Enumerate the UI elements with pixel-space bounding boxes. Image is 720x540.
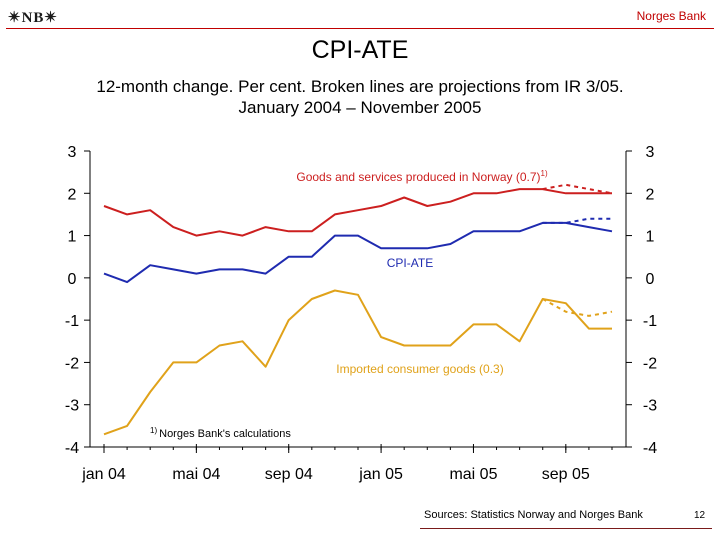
y-tick-label-right: 1 <box>646 229 655 246</box>
x-tick-label: sep 04 <box>265 466 313 483</box>
series-line-imported <box>103 289 612 436</box>
projection-line-cpiate <box>542 217 612 224</box>
y-tick-label-left: -3 <box>65 398 79 415</box>
y-tick-label-right: 2 <box>646 186 655 203</box>
y-tick-label-left: -4 <box>65 440 79 457</box>
series-label-norway: Goods and services produced in Norway (0… <box>296 169 548 184</box>
y-tick-label-right: -3 <box>643 398 657 415</box>
y-tick-label-right: -4 <box>643 440 657 457</box>
norges-bank-logo: ✴NB✴ <box>8 10 58 26</box>
subtitle-line-2: January 2004 – November 2005 <box>238 98 482 117</box>
y-tick-label-right: -2 <box>643 355 657 372</box>
series-label-cpiate: CPI-ATE <box>387 256 433 270</box>
y-tick-label-left: 0 <box>68 271 77 288</box>
series-label-imported: Imported consumer goods (0.3) <box>336 362 503 376</box>
x-tick-label: sep 05 <box>542 466 590 483</box>
series-line-cpiate <box>103 221 613 284</box>
y-tick-label-left: 3 <box>68 144 77 161</box>
projection-line-norway <box>542 183 613 195</box>
y-tick-label-right: -1 <box>643 313 657 330</box>
series-line-norway <box>103 188 612 237</box>
footer-divider <box>420 528 712 529</box>
subtitle-line-1: 12-month change. Per cent. Broken lines … <box>96 77 624 96</box>
y-tick-label-left: 1 <box>68 229 77 246</box>
y-tick-label-left: -2 <box>65 355 79 372</box>
x-tick-label: mai 05 <box>449 466 497 483</box>
bank-name: Norges Bank <box>636 9 706 23</box>
footnote-annotation: 1) Norges Bank's calculations <box>150 426 291 440</box>
x-tick-label: jan 04 <box>81 466 126 483</box>
page-number: 12 <box>694 510 706 521</box>
y-tick-label-right: 3 <box>646 144 655 161</box>
y-tick-label-right: 0 <box>646 271 655 288</box>
chart-subtitle: 12-month change. Per cent. Broken lines … <box>0 76 720 118</box>
header-divider <box>6 28 714 29</box>
y-tick-label-left: 2 <box>68 186 77 203</box>
y-tick-label-left: -1 <box>65 313 79 330</box>
chart-title: CPI-ATE <box>311 36 409 64</box>
x-tick-label: mai 04 <box>172 466 220 483</box>
x-tick-label: jan 05 <box>358 466 403 483</box>
source-note: Sources: Statistics Norway and Norges Ba… <box>424 509 643 521</box>
